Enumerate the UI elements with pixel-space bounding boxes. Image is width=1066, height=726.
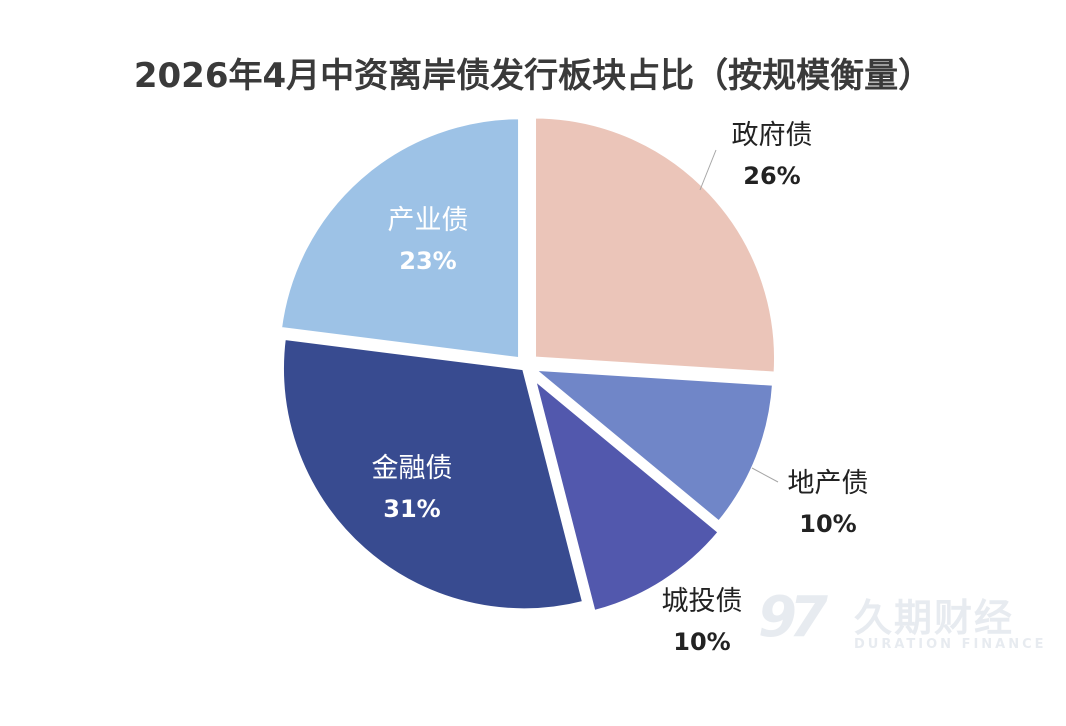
- slice-label-2: 地产债: [788, 468, 869, 499]
- slice-value-label-3: 10%: [673, 628, 730, 656]
- slice-value-label-2: 10%: [799, 510, 856, 538]
- slice-value-label-5: 23%: [399, 247, 456, 275]
- slice-value-label-4: 31%: [383, 495, 440, 523]
- pie-slice-5: [277, 115, 523, 362]
- leader-line-1: [699, 149, 717, 191]
- watermark-mark: 97: [758, 585, 828, 650]
- pie-slice-4: [280, 335, 587, 613]
- slice-label-3: 城投债: [662, 586, 743, 617]
- slice-label-5: 产业债: [388, 205, 469, 236]
- pie-slice-1: [532, 114, 779, 376]
- leader-line-2: [751, 467, 779, 483]
- watermark-name-en: DURATION FINANCE: [854, 637, 1047, 652]
- pie-slice-2: [526, 366, 777, 526]
- slice-label-4: 金融债: [372, 453, 453, 484]
- slice-value-label-1: 26%: [743, 162, 800, 190]
- slice-label-1: 政府债: [732, 120, 813, 151]
- pie-slice-3: [530, 372, 723, 615]
- chart-title: 2026年4月中资离岸债发行板块占比（按规模衡量）: [133, 56, 933, 96]
- watermark-name-cn: 久期财经: [854, 596, 1015, 640]
- watermark-logo: 97 久期财经 DURATION FINANCE: [758, 585, 1058, 665]
